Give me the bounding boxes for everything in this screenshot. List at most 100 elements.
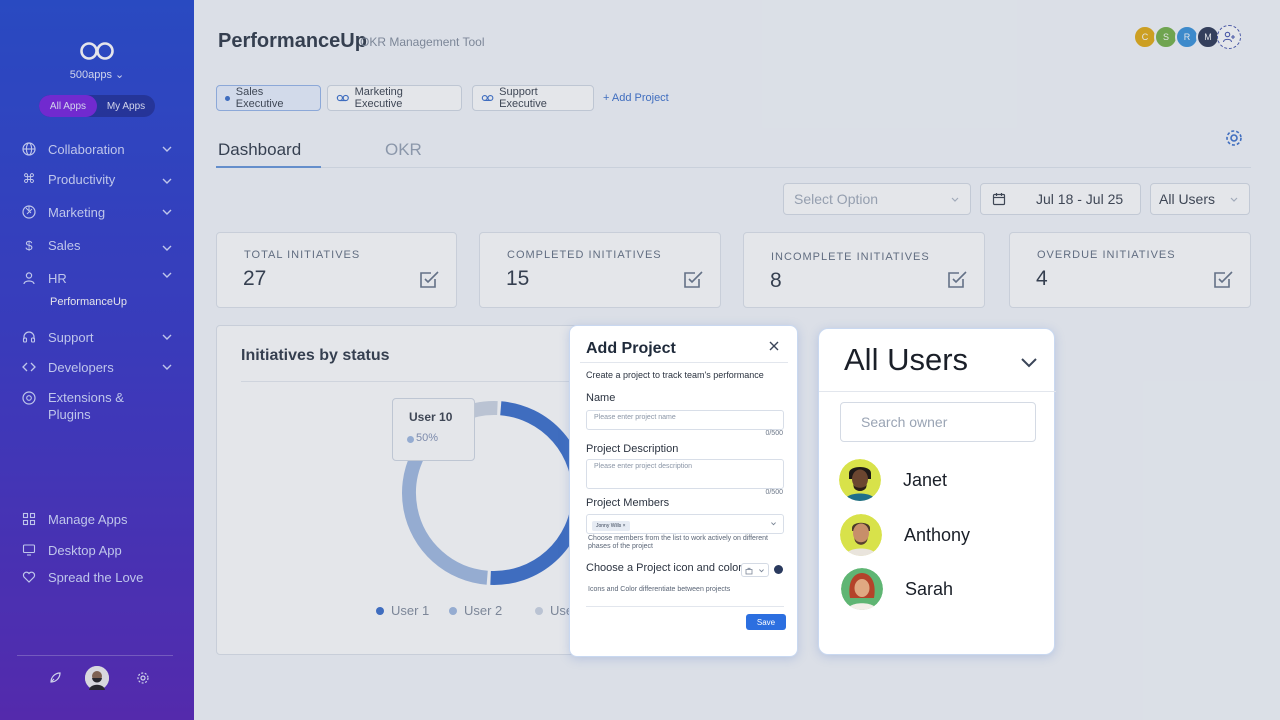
apps-switch[interactable]: All Apps My Apps [39,95,155,117]
project-tab-sales[interactable]: Sales Executive [216,85,321,111]
heart-icon [22,570,36,584]
chevron-down-icon: ⌄ [115,69,125,81]
legend-dot [535,606,543,615]
sidebar-item-desktop-app[interactable]: Desktop App [22,540,174,560]
sidebar-item-manage-apps[interactable]: Manage Apps [22,509,174,529]
member-chip[interactable]: Jonny Wills × [592,521,630,531]
icon-color-help: Icons and Color differentiate between pr… [588,586,731,593]
chevron-down-icon[interactable] [1020,357,1038,368]
sidebar-item-extensions[interactable]: Extensions & Plugins [22,389,174,425]
gear-icon[interactable] [131,666,155,690]
chevron-down-icon [951,197,959,202]
select-option-dropdown[interactable]: Select Option [783,183,971,215]
legend-dot [376,606,384,615]
chevron-down-icon [162,209,172,215]
sidebar-item-collaboration[interactable]: Collaboration [22,139,174,159]
sidebar-item-label: Developers [48,359,114,375]
command-icon: ⌘ [22,171,36,186]
sidebar-item-label: HR [48,270,67,286]
link-icon [336,94,349,102]
tooltip-dot [407,436,414,443]
sidebar-item-label: Collaboration [48,141,125,157]
user-option-sarah[interactable]: Sarah [841,567,953,611]
sidebar-item-label: Desktop App [48,542,122,558]
kpi-value: 8 [770,269,782,292]
icon-color-label: Choose a Project icon and color [586,562,742,574]
sidebar-item-hr[interactable]: HR [22,268,174,288]
settings-gear-icon[interactable] [1224,128,1244,148]
checkbox-icon [420,271,439,288]
page-title: PerformanceUp [218,30,367,52]
user-option-anthony[interactable]: Anthony [840,513,970,557]
rocket-icon[interactable] [43,666,67,690]
sidebar-item-developers[interactable]: Developers [22,357,174,377]
kpi-label: OVERDUE INITIATIVES [1037,249,1176,261]
user-option-janet[interactable]: Janet [839,458,947,502]
members-label: Project Members [586,497,670,509]
kpi-value: 15 [506,267,530,290]
project-tab-label: Support Executive [499,86,547,110]
project-description-input[interactable]: Please enter project description [586,459,784,489]
donut-slice-1[interactable] [490,401,586,585]
user-avatar[interactable] [85,666,109,690]
sidebar-item-productivity[interactable]: ⌘ Productivity [22,169,174,189]
search-owner-input[interactable]: Search owner [840,402,1036,442]
tab-okr[interactable]: OKR [385,140,422,159]
close-icon[interactable] [768,340,780,352]
avatar [839,459,881,501]
avatar [841,568,883,610]
chevron-down-icon [162,334,172,340]
kpi-label: INCOMPLETE INITIATIVES [771,251,930,263]
project-members-select[interactable] [586,514,784,534]
sidebar-item-label: Marketing [48,204,106,220]
avatar[interactable]: C [1133,25,1157,49]
sidebar: 500apps ⌄ All Apps My Apps Collaboration… [0,0,194,720]
chevron-down-icon [162,178,172,184]
date-range-value: Jul 18 - Jul 25 [1036,191,1124,207]
my-apps-toggle[interactable]: My Apps [106,100,146,112]
sidebar-item-support[interactable]: Support [22,327,174,347]
org-name: 500apps [69,69,112,81]
date-range-picker[interactable]: Jul 18 - Jul 25 [980,183,1141,215]
project-color-picker[interactable] [774,565,783,574]
users-filter-dropdown[interactable]: All Users [1150,183,1250,215]
headphones-icon [22,330,36,344]
sidebar-item-label: Productivity [48,171,116,187]
project-name-input[interactable]: Please enter project name [586,410,784,430]
sidebar-item-label: Spread the Love [48,569,144,585]
tooltip-name: User 10 [409,410,453,424]
all-apps-toggle[interactable]: All Apps [39,95,97,117]
sidebar-item-sales[interactable]: $ Sales [22,235,174,255]
user-name: Anthony [904,524,971,545]
chevron-down-icon [1230,197,1238,202]
project-tab-support[interactable]: Support Executive [472,85,594,111]
tab-dashboard[interactable]: Dashboard [218,140,302,159]
add-member-icon[interactable] [1217,25,1241,49]
kpi-overdue-initiatives: OVERDUE INITIATIVES 4 [1009,232,1251,308]
aperture-icon [22,205,36,219]
add-project-modal: Add Project Create a project to track te… [569,325,798,657]
add-project-link[interactable]: + Add Project [603,92,669,104]
sidebar-item-marketing[interactable]: Marketing [22,202,174,222]
briefcase-icon [745,567,753,575]
chevron-down-icon [759,569,764,573]
active-tab-indicator [216,166,321,168]
user-name: Janet [903,469,948,490]
org-switcher[interactable]: 500apps ⌄ [0,68,194,81]
sidebar-item-spread-love[interactable]: Spread the Love [22,567,174,587]
checkbox-icon [684,271,703,288]
project-icon-select[interactable] [741,563,769,577]
legend-label: User 2 [464,603,503,618]
users-panel-title[interactable]: All Users [844,342,969,377]
sidebar-item-label: Manage Apps [48,511,128,527]
avatar[interactable]: S [1154,25,1178,49]
page-subtitle: OKR Management Tool [360,35,485,49]
save-button[interactable]: Save [746,614,786,630]
kpi-value: 27 [243,267,267,290]
legend-item-user2[interactable]: User 2 [449,603,502,618]
monitor-icon [22,543,36,557]
project-tab-marketing[interactable]: Marketing Executive [327,85,462,111]
legend-item-user1[interactable]: User 1 [376,603,429,618]
sidebar-subitem-performanceup[interactable]: PerformanceUp [50,296,128,308]
infinity-logo-icon[interactable] [79,40,115,62]
